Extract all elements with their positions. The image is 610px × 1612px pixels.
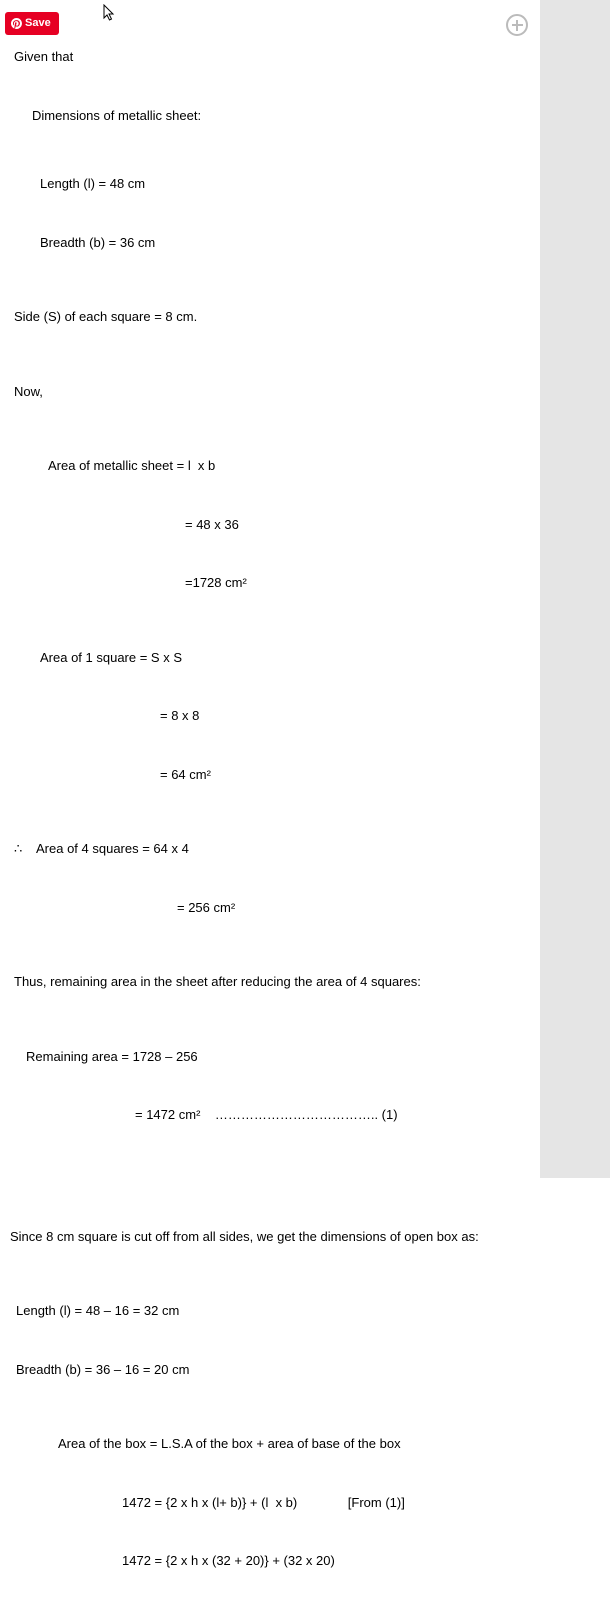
text-line: Given that [10,47,530,67]
text-line: Area of 1 square = S x S [10,648,530,668]
text-line: Area of the box = L.S.A of the box + are… [6,1434,610,1454]
text-line: Length (l) = 48 – 16 = 32 cm [6,1301,610,1321]
text-line: Side (S) of each square = 8 cm. [10,307,530,327]
text-line: = 48 x 36 [10,515,530,535]
text-line: 1472 = {2 x h x (l+ b)} + (l x b) [From … [6,1493,610,1513]
text-line: Now, [10,382,530,402]
text-line: 1472 = {2 x h x (32 + 20)} + (32 x 20) [6,1551,610,1571]
cursor-icon [103,4,117,22]
text-line: = 8 x 8 [10,706,530,726]
pinterest-save-button[interactable]: Save [5,12,59,35]
text-line: = 256 cm² [10,898,530,918]
text-line: Breadth (b) = 36 – 16 = 20 cm [6,1360,610,1380]
text-line: Remaining area = 1728 – 256 [10,1047,530,1067]
text-line: Dimensions of metallic sheet: [10,106,530,126]
text-line: ∴ Area of 4 squares = 64 x 4 [10,839,530,859]
text-line: =1728 cm² [10,573,530,593]
text-line: 1472 = {2h x 52} + 640 [6,1610,610,1612]
pinterest-icon [11,18,22,29]
expand-icon[interactable] [506,14,528,36]
text-line: = 64 cm² [10,765,530,785]
text-line: Area of metallic sheet = l x b [10,456,530,476]
text-line: Breadth (b) = 36 cm [10,233,530,253]
text-line: = 1472 cm² ……………………………….. (1) [10,1105,530,1125]
save-label: Save [25,15,51,32]
text-line: Since 8 cm square is cut off from all si… [6,1227,610,1247]
text-line: Length (l) = 48 cm [10,174,530,194]
text-line: Thus, remaining area in the sheet after … [10,972,530,992]
